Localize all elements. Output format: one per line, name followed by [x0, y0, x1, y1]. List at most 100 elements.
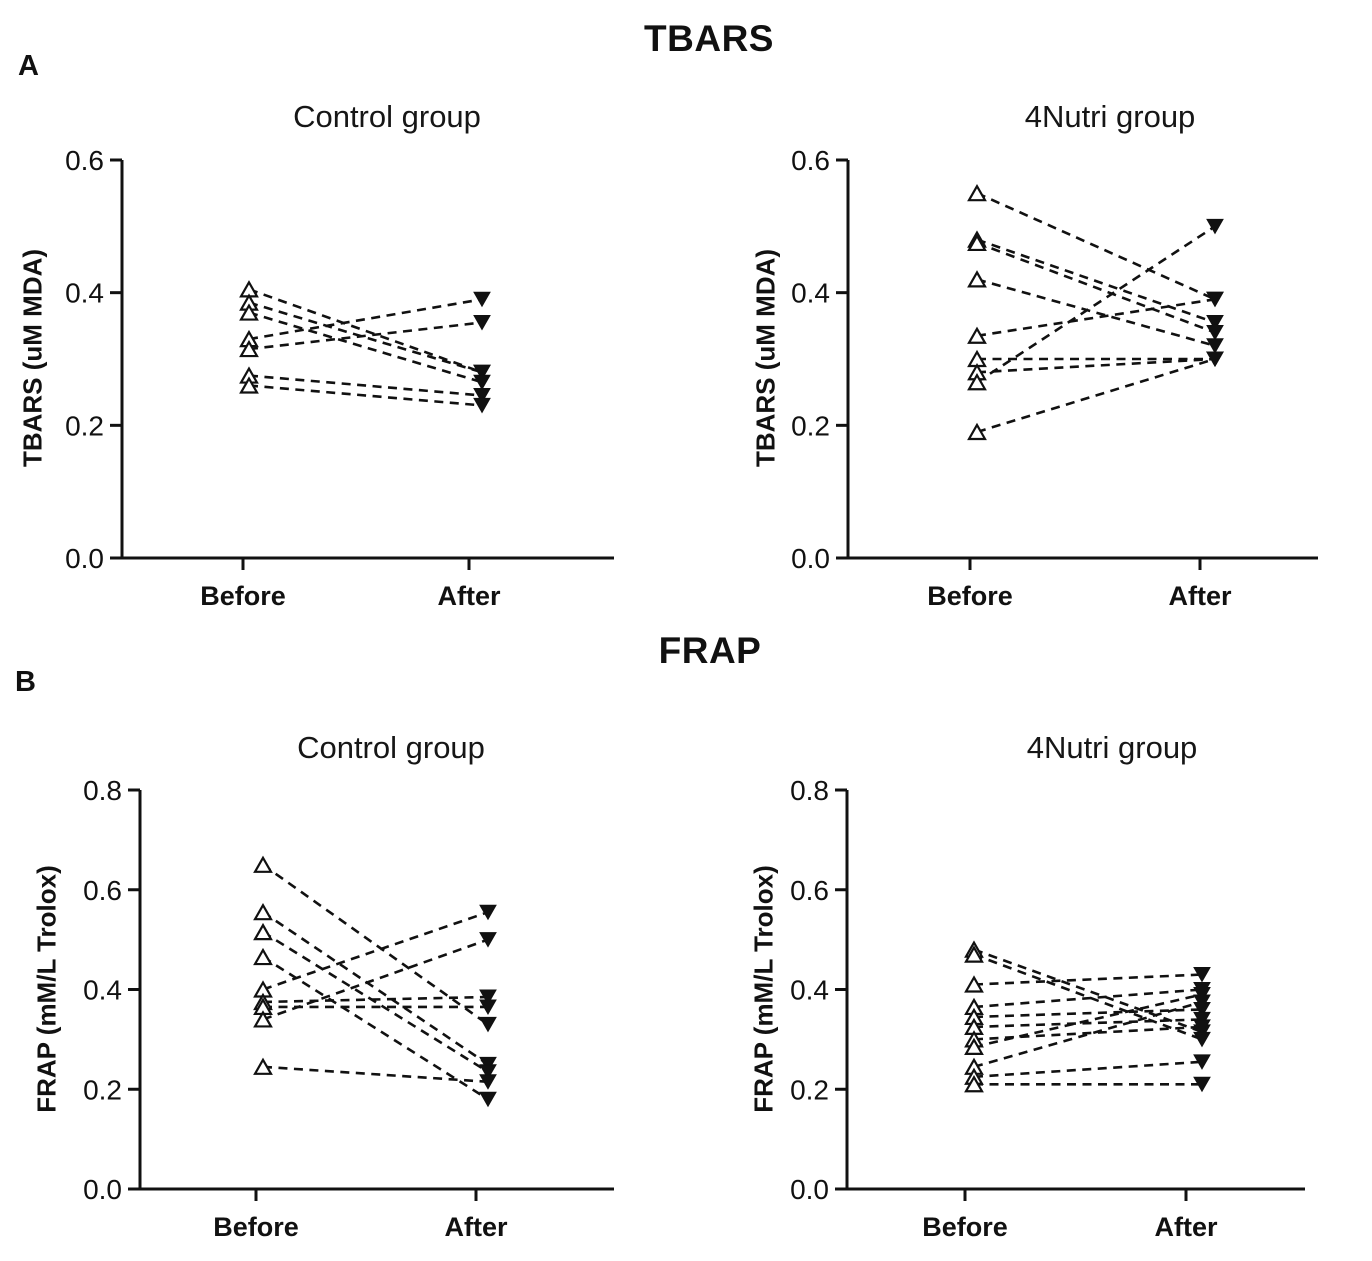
- pair-line: [262, 995, 489, 1004]
- y-tick-label: 0.2: [83, 1074, 122, 1105]
- x-tick-label: Before: [213, 1212, 299, 1242]
- pair-line: [262, 955, 489, 1101]
- panel-title-frap-control: Control group: [297, 730, 485, 765]
- pair-line: [973, 988, 1203, 1009]
- pair-line: [973, 973, 1203, 986]
- pair-line: [262, 931, 489, 1073]
- pair-line: [248, 301, 483, 374]
- pair-line: [976, 241, 1216, 334]
- after-marker-filled-triangle-down: [473, 387, 491, 404]
- panel-title-tbars-4nutri: 4Nutri group: [1024, 99, 1196, 134]
- axes: [120, 160, 614, 560]
- before-marker-open-triangle-up: [967, 233, 987, 252]
- before-marker-open-triangle-up: [253, 947, 273, 966]
- figure-title-frap: FRAP: [658, 630, 762, 671]
- axes: [845, 790, 1305, 1191]
- y-axis-label-frap-4nutri: FRAP (mM/L Trolox): [748, 865, 779, 1113]
- y-tick-label: 0.2: [791, 410, 830, 441]
- x-tick-label: After: [1168, 581, 1231, 611]
- pair-line: [976, 357, 1216, 434]
- after-marker-filled-triangle-down: [1206, 291, 1224, 308]
- after-marker-filled-triangle-down: [479, 1074, 497, 1090]
- after-marker-filled-triangle-down: [473, 364, 491, 381]
- y-axis-label-frap-control: FRAP (mM/L Trolox): [31, 865, 62, 1113]
- y-tick-label: 0.6: [83, 875, 122, 906]
- before-marker-open-triangle-up: [239, 303, 259, 321]
- y-tick-label: 0.0: [790, 1174, 829, 1205]
- x-tick-label: Before: [922, 1212, 1008, 1242]
- pair-line: [248, 311, 483, 384]
- after-marker-filled-triangle-down: [479, 1016, 497, 1033]
- y-tick-label: 0.2: [65, 410, 104, 441]
- pair-line: [973, 953, 1203, 1041]
- pair-line: [973, 1000, 1203, 1069]
- after-marker-filled-triangle-down: [1193, 1054, 1211, 1070]
- after-marker-filled-triangle-down: [479, 1091, 497, 1108]
- after-marker-filled-triangle-down: [473, 397, 491, 414]
- pair-line: [248, 288, 483, 374]
- y-tick-label: 0.6: [791, 145, 830, 176]
- before-marker-open-triangle-up: [253, 922, 273, 941]
- after-marker-filled-triangle-down: [473, 291, 491, 308]
- after-marker-filled-triangle-down: [1206, 324, 1224, 341]
- before-marker-open-triangle-up: [967, 422, 987, 441]
- before-marker-open-triangle-up: [964, 945, 984, 963]
- y-tick-label: 0.4: [65, 278, 104, 309]
- pair-line: [973, 993, 1203, 1049]
- before-marker-open-triangle-up: [967, 183, 987, 202]
- after-marker-filled-triangle-down: [1206, 218, 1224, 235]
- pair-line: [976, 357, 1216, 374]
- pair-line: [248, 298, 483, 341]
- y-tick-label: 0.6: [65, 145, 104, 176]
- pair-line: [976, 191, 1216, 301]
- after-marker-filled-triangle-down: [1206, 338, 1224, 354]
- figure-title-tbars: TBARS: [644, 18, 774, 59]
- after-marker-filled-triangle-down: [479, 989, 497, 1005]
- after-marker-filled-triangle-down: [1193, 1019, 1211, 1035]
- before-marker-open-triangle-up: [253, 1057, 273, 1075]
- y-tick-label: 0.4: [791, 278, 830, 309]
- after-marker-filled-triangle-down: [479, 904, 497, 921]
- pair-line: [973, 1025, 1203, 1041]
- axes: [846, 160, 1318, 560]
- axes: [138, 790, 614, 1191]
- x-tick-label: Before: [200, 581, 286, 611]
- y-tick-label: 0.2: [790, 1074, 829, 1105]
- before-marker-open-triangle-up: [967, 372, 987, 391]
- y-tick-label: 0.8: [790, 775, 829, 806]
- pair-line: [973, 1060, 1203, 1079]
- pair-line: [973, 1008, 1203, 1019]
- panel-title-tbars-control: Control group: [293, 99, 481, 134]
- panel-title-frap-4nutri: 4Nutri group: [1026, 730, 1198, 765]
- after-marker-filled-triangle-down: [479, 932, 497, 948]
- y-tick-label: 0.0: [65, 543, 104, 574]
- pair-line: [976, 238, 1216, 324]
- pair-line: [262, 1065, 489, 1084]
- before-marker-open-triangle-up: [239, 339, 259, 358]
- pair-line: [973, 1018, 1203, 1029]
- before-marker-open-triangle-up: [964, 1037, 984, 1055]
- before-marker-open-triangle-up: [964, 1075, 984, 1093]
- before-marker-open-triangle-up: [239, 376, 259, 394]
- after-marker-filled-triangle-down: [1206, 315, 1224, 331]
- after-marker-filled-triangle-down: [1206, 351, 1224, 368]
- pair-line: [976, 278, 1216, 347]
- y-tick-label: 0.4: [83, 975, 122, 1006]
- y-tick-label: 0.6: [790, 875, 829, 906]
- y-axis-label-tbars-control: TBARS (uM MDA): [17, 248, 48, 468]
- pair-line: [262, 911, 489, 1066]
- before-marker-open-triangle-up: [967, 270, 987, 288]
- pair-line: [976, 225, 1216, 384]
- panel-label-b: B: [15, 666, 36, 698]
- after-marker-filled-triangle-down: [479, 999, 497, 1015]
- after-marker-filled-triangle-down: [473, 374, 491, 391]
- before-marker-open-triangle-up: [253, 1010, 273, 1028]
- pair-line: [262, 910, 489, 991]
- before-marker-open-triangle-up: [253, 855, 273, 873]
- pair-line: [973, 948, 1203, 1034]
- pair-line: [262, 938, 489, 1021]
- before-marker-open-triangle-up: [967, 326, 987, 344]
- y-axis-label-tbars-4nutri: TBARS (uM MDA): [750, 248, 781, 468]
